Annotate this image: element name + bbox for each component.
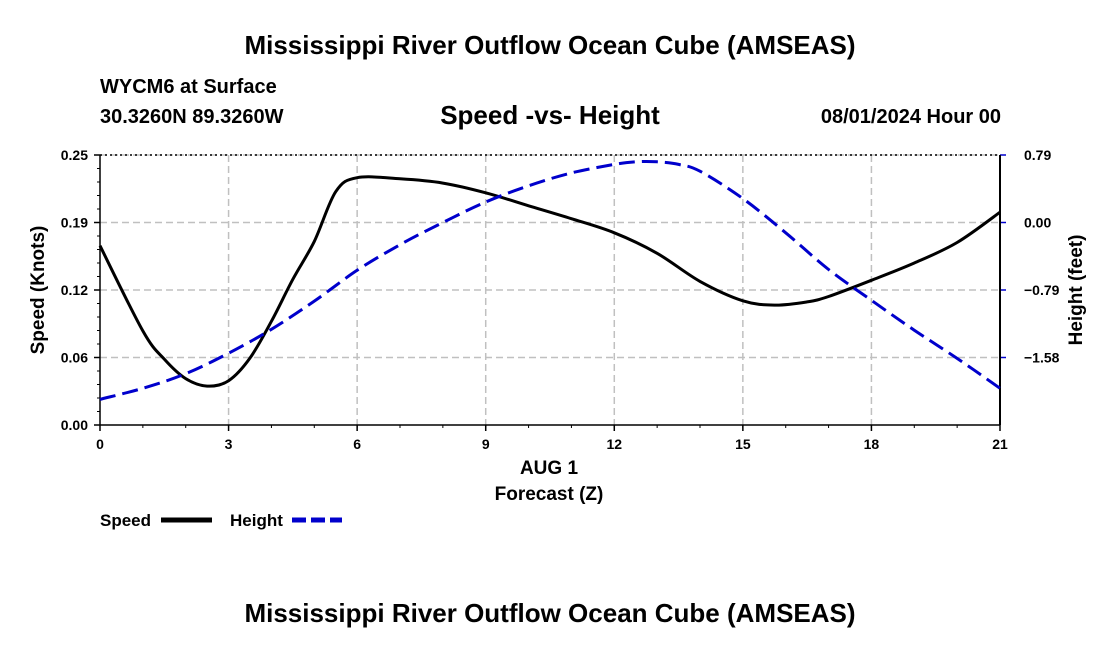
y-right-tick-label: 0.79 (1024, 147, 1051, 163)
y-left-tick-label: 0.00 (61, 417, 88, 433)
y-left-tick-label: 0.06 (61, 350, 88, 366)
x-tick-label: 12 (606, 436, 622, 452)
main-title: Mississippi River Outflow Ocean Cube (AM… (244, 30, 856, 60)
series-line-speed (98, 175, 1001, 388)
x-sublabel: AUG 1 (520, 458, 579, 479)
series (98, 160, 1001, 401)
y-left-tick-label: 0.25 (61, 147, 88, 163)
station-label: WYCM6 at Surface (100, 76, 277, 98)
y-left-tick-label: 0.12 (61, 282, 88, 298)
x-tick-label: 6 (353, 436, 361, 452)
y-axis-label-right: Height (feet) (1066, 235, 1087, 346)
forecast-datetime: 08/01/2024 Hour 00 (820, 106, 1001, 128)
x-tick-label: 0 (96, 436, 104, 452)
x-tick-label: 15 (735, 436, 751, 452)
x-tick-label: 18 (864, 436, 880, 452)
x-tick-label: 21 (992, 436, 1008, 452)
legend-label-height: Height (230, 511, 283, 530)
y-axis-label-left: Speed (Knots) (28, 226, 49, 355)
series-line-height (99, 160, 1001, 401)
legend: Speed Height (100, 511, 342, 530)
y-left-tick-label: 0.19 (61, 215, 88, 231)
footer-title: Mississippi River Outflow Ocean Cube (AM… (244, 598, 856, 628)
y-right-tick-label: −0.79 (1024, 282, 1060, 298)
legend-label-speed: Speed (100, 511, 151, 530)
y-right-tick-label: −1.58 (1024, 350, 1060, 366)
y-right-tick-label: 0.00 (1024, 215, 1051, 231)
x-tick-label: 3 (225, 436, 233, 452)
coordinates-label: 30.3260N 89.3260W (100, 106, 284, 128)
tick-labels: 0 3 6 9 12 15 18 21 0.00 0.06 0.12 0.19 0.25 0.79 0.00… (61, 147, 1060, 452)
x-tick-label: 9 (482, 436, 490, 452)
chart-title: Speed -vs- Height (440, 100, 660, 130)
x-axis-label: Forecast (Z) (495, 484, 604, 505)
grid (100, 154, 1000, 425)
axes (94, 154, 1006, 431)
